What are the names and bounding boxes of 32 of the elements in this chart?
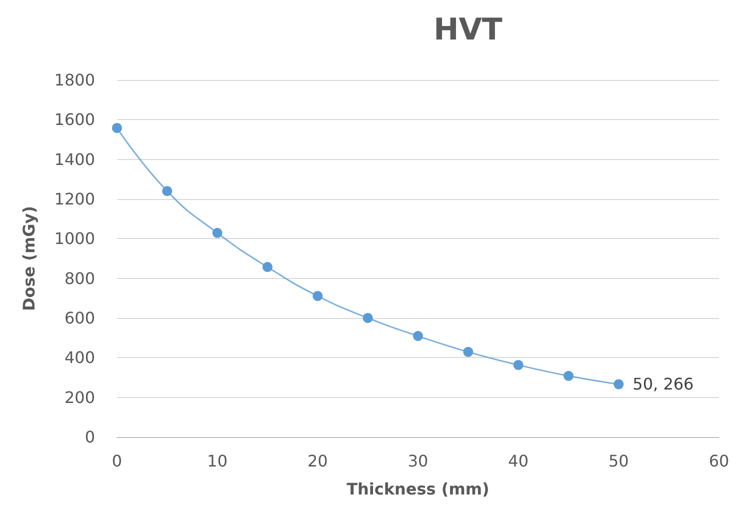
point bbox=[312, 290, 323, 301]
point bbox=[212, 228, 222, 238]
x-tick-label: 40 bbox=[508, 452, 529, 470]
point bbox=[362, 313, 373, 323]
y-tick-label: 1800 bbox=[54, 70, 95, 90]
y-tick-label: 800 bbox=[64, 268, 95, 288]
point bbox=[614, 379, 624, 390]
point bbox=[413, 331, 423, 342]
x-tick-label: 20 bbox=[307, 452, 328, 470]
chart-title: HVT bbox=[434, 12, 503, 48]
x-tick-label: 10 bbox=[207, 452, 228, 470]
point bbox=[162, 186, 172, 196]
point bbox=[112, 123, 122, 133]
x-axis-title: Thickness (mm) bbox=[346, 480, 490, 498]
x-tick-label: 50 bbox=[608, 452, 629, 470]
point bbox=[463, 346, 474, 357]
y-axis-title: Dose (mGy) bbox=[20, 206, 38, 312]
y-tick-label: 0 bbox=[84, 428, 95, 446]
y-tick-label: 1600 bbox=[54, 110, 95, 130]
point bbox=[513, 360, 524, 370]
point bbox=[262, 262, 272, 272]
y-tick-label: 1000 bbox=[54, 229, 95, 248]
x-tick-label: 0 bbox=[112, 452, 122, 470]
y-tick-label: 1200 bbox=[54, 190, 95, 208]
x-tick-label: 30 bbox=[408, 452, 428, 470]
point bbox=[564, 370, 574, 381]
y-tick-label: 400 bbox=[64, 348, 95, 368]
y-tick-label: 200 bbox=[64, 388, 95, 407]
annotation: 50, 266 bbox=[632, 374, 694, 394]
y-tick-label: 600 bbox=[64, 308, 95, 328]
x-tick-label: 60 bbox=[708, 452, 730, 470]
y-tick-label: 1400 bbox=[54, 150, 95, 169]
